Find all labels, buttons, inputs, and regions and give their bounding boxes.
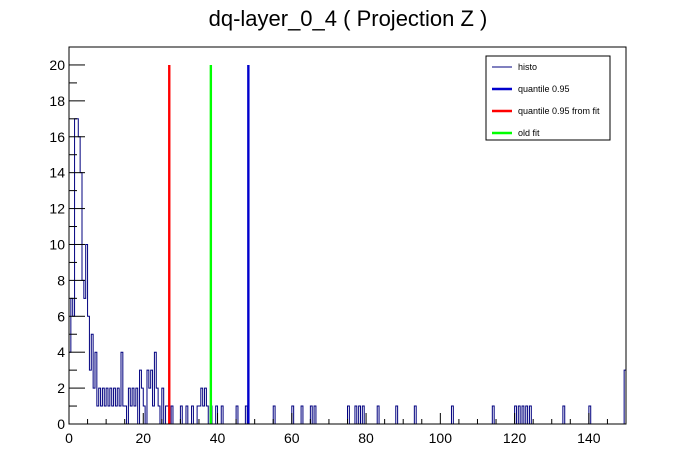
- y-tick-label: 2: [57, 380, 65, 396]
- histogram-bin: [101, 406, 103, 424]
- chart-title: dq-layer_0_4 ( Projection Z ): [209, 6, 488, 31]
- y-tick-label: 16: [49, 129, 65, 145]
- histogram-bin: [130, 406, 132, 424]
- histogram-bin: [149, 388, 151, 424]
- legend: histo quantile 0.95 quantile 0.95 from fit…: [485, 55, 611, 141]
- x-tick-label: 20: [135, 430, 151, 446]
- histogram-bin: [203, 406, 205, 424]
- x-axis: 0 20 40 60 80 100 120 140: [65, 413, 627, 446]
- histogram-bin: [93, 388, 95, 424]
- vertical-lines: [168, 64, 250, 424]
- x-tick-label: 100: [429, 430, 453, 446]
- y-tick-label: 6: [57, 308, 65, 324]
- y-tick-label: 20: [49, 57, 65, 73]
- histogram-bin: [108, 406, 110, 424]
- legend-label: histo: [518, 62, 537, 72]
- histogram-bin: [153, 406, 155, 424]
- histogram-bin: [89, 370, 91, 424]
- legend-label: old fit: [518, 128, 540, 138]
- x-tick-label: 140: [577, 430, 601, 446]
- histogram-bin: [115, 406, 117, 424]
- legend-box: [485, 55, 611, 141]
- histogram-bin: [112, 406, 114, 424]
- y-axis: 0 2 4 6 8 10 12 14 16 18 20: [49, 46, 85, 432]
- legend-label: quantile 0.95: [518, 84, 570, 94]
- histogram-bin: [76, 119, 78, 424]
- y-tick-label: 8: [57, 272, 65, 288]
- y-tick-label: 0: [57, 416, 65, 432]
- histogram-bars: [68, 118, 627, 425]
- x-tick-label: 120: [503, 430, 527, 446]
- histogram-bin: [134, 406, 136, 424]
- histogram-outline: [68, 118, 627, 425]
- y-tick-label: 4: [57, 344, 65, 360]
- histogram-bin: [119, 406, 121, 424]
- y-tick-label: 10: [49, 236, 65, 252]
- y-tick-label: 12: [49, 201, 65, 217]
- legend-label: quantile 0.95 from fit: [518, 106, 600, 116]
- x-tick-label: 80: [358, 430, 374, 446]
- y-tick-label: 14: [49, 165, 65, 181]
- histogram-bin: [84, 298, 86, 424]
- x-tick-label: 0: [65, 430, 73, 446]
- x-tick-label: 40: [210, 430, 226, 446]
- histogram-bin: [97, 406, 99, 424]
- y-tick-label: 18: [49, 93, 65, 109]
- x-tick-label: 60: [284, 430, 300, 446]
